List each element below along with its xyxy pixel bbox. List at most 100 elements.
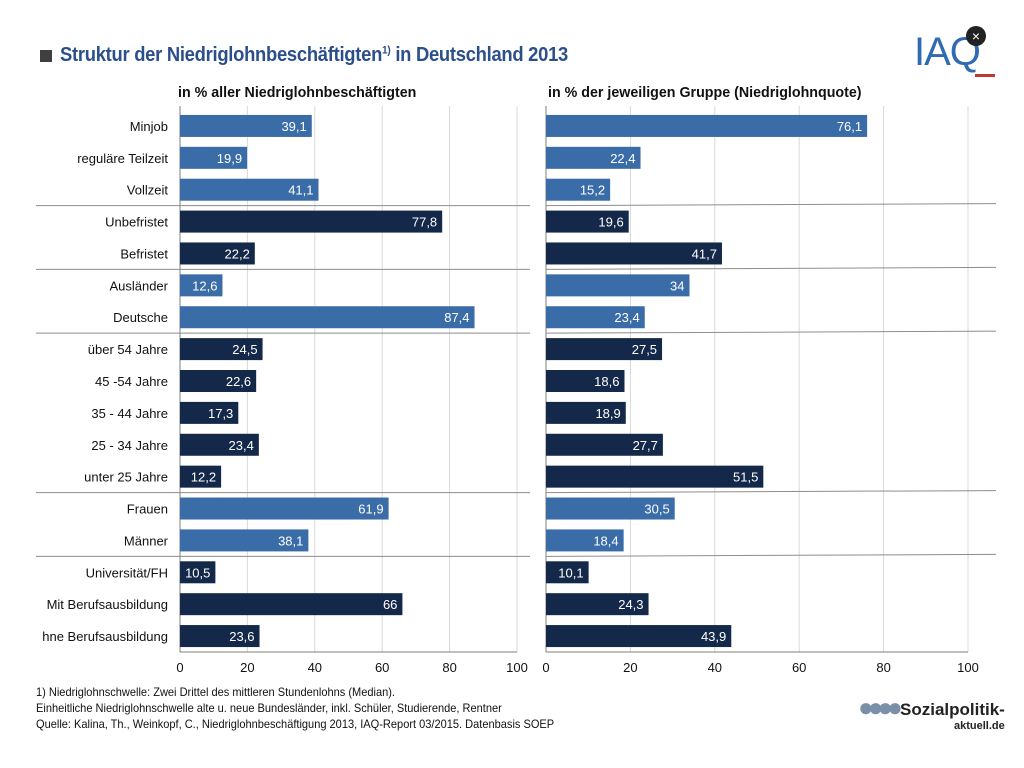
panel-title-right: in % der jeweiligen Gruppe (Niedriglohnq…: [548, 84, 862, 101]
bar-value-label: 18,9: [595, 406, 620, 421]
category-label: Frauen: [127, 502, 168, 517]
bar: [180, 465, 222, 488]
bar-value-label: 19,9: [217, 151, 242, 166]
bar: [546, 433, 663, 456]
bar: [546, 401, 626, 424]
group-separator-right: [545, 553, 997, 557]
category-label: Mit Berufsausbildung: [47, 597, 168, 612]
chart-title: Struktur der Niedriglohnbeschäftigten1) …: [60, 44, 569, 66]
bar: [546, 561, 589, 584]
bar-value-label: 43,9: [701, 629, 726, 644]
chart-title-wrap: Struktur der Niedriglohnbeschäftigten1) …: [40, 44, 612, 67]
group-separator-right: [545, 203, 997, 207]
x-tick-label: 80: [876, 660, 890, 675]
footnote-line-2: Einheitliche Niedriglohnschwelle alte u.…: [36, 701, 502, 715]
bar-value-label: 23,4: [229, 438, 254, 453]
bar-value-label: 87,4: [444, 310, 469, 325]
x-tick-label: 60: [792, 660, 806, 675]
bar: [546, 625, 732, 648]
x-tick-label: 60: [375, 660, 389, 675]
bar: [546, 178, 611, 201]
bar-value-label: 41,1: [288, 183, 313, 198]
bar-value-label: 22,2: [225, 246, 250, 261]
bar-value-label: 18,6: [594, 374, 619, 389]
bar-value-label: 34: [670, 278, 684, 293]
category-label: Befristet: [120, 246, 168, 261]
category-label: Unbefristet: [105, 215, 168, 230]
bar: [180, 274, 223, 297]
bar-value-label: 24,5: [232, 342, 257, 357]
bar: [180, 625, 260, 648]
bar-value-label: 51,5: [733, 470, 758, 485]
bar: [546, 306, 645, 329]
sozialpolitik-logo: ●●●● Sozialpolitik- aktuell.de: [858, 688, 1005, 742]
category-label: reguläre Teilzeit: [77, 151, 168, 166]
x-tick-label: 80: [442, 660, 456, 675]
bar: [180, 114, 312, 137]
category-label: 35 - 44 Jahre: [91, 406, 168, 421]
panel-title-left: in % aller Niedriglohnbeschäftigten: [178, 84, 417, 101]
footnote-line-3: Quelle: Kalina, Th., Weinkopf, C., Niedr…: [36, 717, 555, 731]
bar-value-label: 61,9: [358, 502, 383, 517]
bar-value-label: 18,4: [593, 533, 618, 548]
bar-value-label: 38,1: [278, 533, 303, 548]
bar: [180, 338, 263, 361]
bar: [546, 114, 868, 137]
bar-value-label: 66: [383, 597, 397, 612]
sozialpolitik-logo-text: Sozialpolitik-: [900, 700, 1005, 719]
bar: [180, 242, 255, 265]
bar-value-label: 30,5: [644, 502, 669, 517]
bar-value-label: 19,6: [598, 215, 623, 230]
bar: [546, 593, 649, 616]
bar-value-label: 12,2: [191, 470, 216, 485]
bar-value-label: 22,6: [226, 374, 251, 389]
category-label: Deutsche: [113, 310, 168, 325]
bar: [180, 529, 309, 552]
category-label: 45 -54 Jahre: [95, 374, 168, 389]
bar: [180, 497, 389, 520]
category-label: Universität/FH: [86, 565, 168, 580]
bar: [546, 497, 675, 520]
close-icon[interactable]: ×: [966, 26, 986, 46]
iaq-logo-underline: [975, 74, 995, 77]
bar-value-label: 12,6: [192, 278, 217, 293]
x-tick-label: 0: [542, 660, 549, 675]
group-separator-right: [545, 490, 997, 494]
x-tick-label: 20: [240, 660, 254, 675]
sozialpolitik-logo-sub: aktuell.de: [954, 720, 1005, 732]
bar-value-label: 10,1: [558, 565, 583, 580]
bar: [546, 338, 663, 361]
x-tick-label: 0: [176, 660, 183, 675]
bar-value-label: 41,7: [692, 246, 717, 261]
bar: [546, 210, 629, 233]
bar-value-label: 27,7: [633, 438, 658, 453]
x-tick-label: 100: [506, 660, 528, 675]
bar: [546, 370, 625, 392]
footnote: 1) Niedriglohnschwelle: Zwei Drittel des…: [36, 684, 554, 732]
category-label: Ausländer: [109, 278, 168, 293]
bar: [180, 370, 257, 392]
bar-value-label: 77,8: [412, 215, 437, 230]
category-label: Männer: [124, 533, 169, 548]
category-label: unter 25 Jahre: [84, 470, 168, 485]
bar: [180, 561, 216, 584]
bar: [180, 433, 259, 456]
category-label: 25 - 34 Jahre: [91, 438, 168, 453]
bar: [546, 465, 764, 488]
x-tick-label: 40: [308, 660, 322, 675]
bar-value-label: 76,1: [837, 119, 862, 134]
bar: [180, 306, 475, 329]
x-tick-label: 100: [957, 660, 979, 675]
bar: [180, 210, 443, 233]
category-label: hne Berufsausbildung: [42, 629, 168, 644]
bar-value-label: 17,3: [208, 406, 233, 421]
people-icon: ●●●●: [858, 692, 903, 722]
bar-value-label: 23,4: [614, 310, 639, 325]
bar: [546, 146, 641, 169]
bar: [546, 242, 722, 265]
bar: [546, 529, 624, 552]
bar: [180, 401, 239, 424]
footnote-line-1: 1) Niedriglohnschwelle: Zwei Drittel des…: [36, 685, 395, 699]
group-separator-right: [545, 266, 997, 270]
